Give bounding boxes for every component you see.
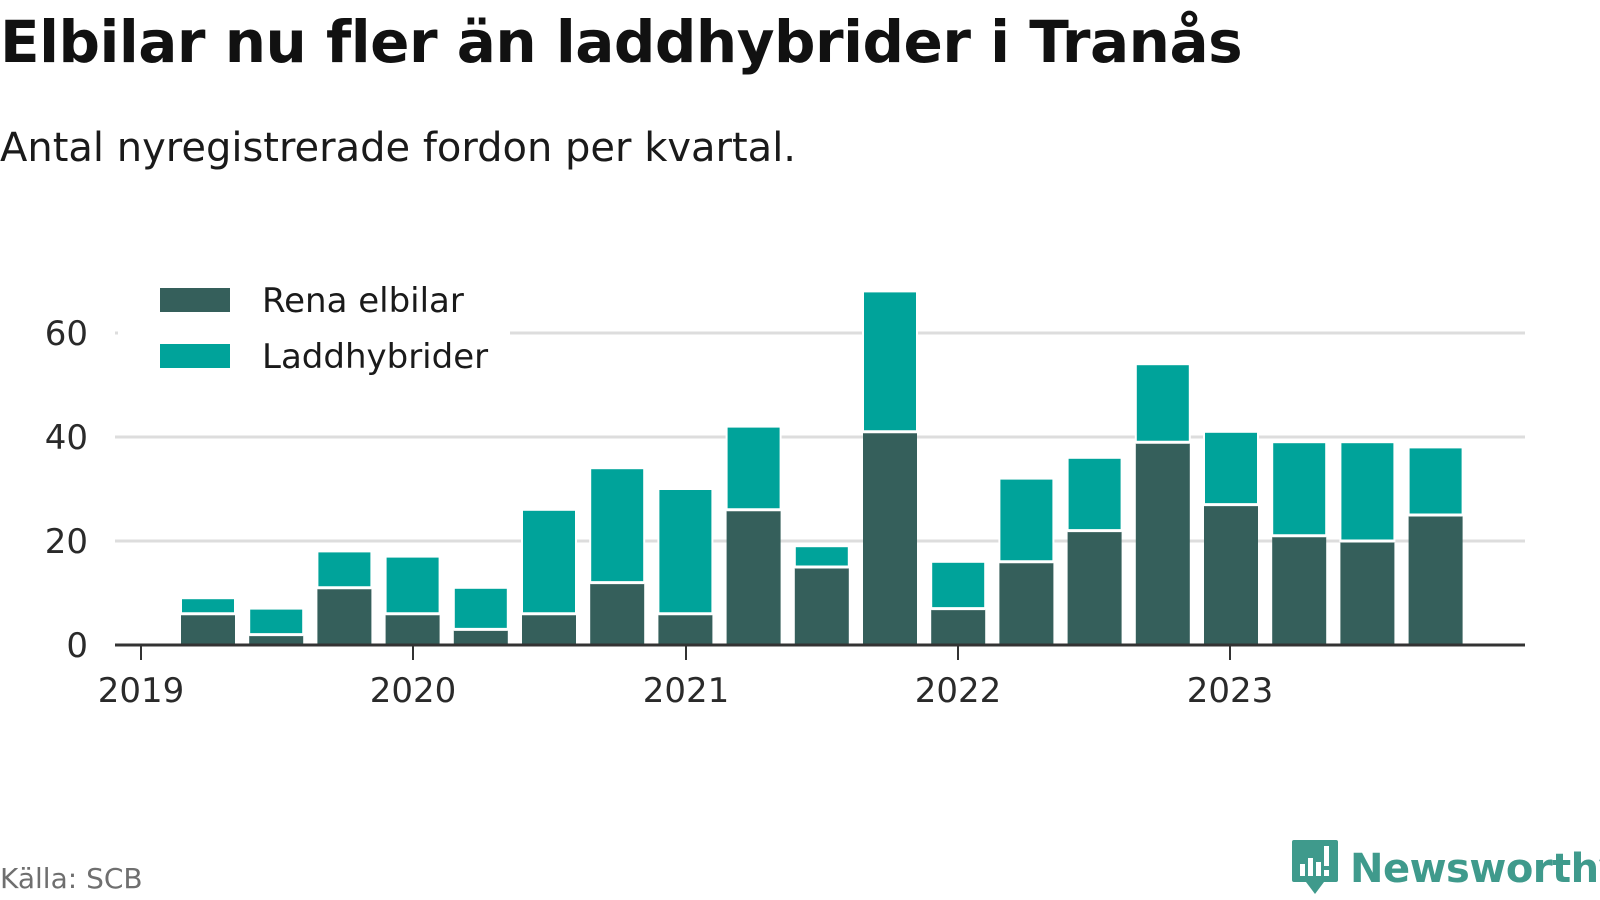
bar-laddhybrider <box>725 425 782 511</box>
bar-stack: 2022 Q4 <box>1134 363 1191 645</box>
bars: 2019 Q22019 Q32019 Q42020 Q12020 Q22020 … <box>180 290 1464 645</box>
bar-laddhybrider <box>1339 441 1396 543</box>
bar-laddhybrider <box>1066 456 1123 532</box>
y-tick-label: 0 <box>66 626 88 666</box>
bar-laddhybrider <box>316 550 373 589</box>
bar-stack: 2023 Q1 <box>1203 430 1259 645</box>
bar-laddhybrider <box>793 545 850 569</box>
bar-laddhybrider <box>998 477 1055 563</box>
bar-rena-elbilar <box>1135 442 1190 645</box>
bar-laddhybrider <box>1271 441 1328 537</box>
bar-rena-elbilar <box>999 561 1054 645</box>
bar-stack: 2020 Q3 <box>521 508 577 645</box>
bar-laddhybrider <box>1407 446 1464 516</box>
bar-rena-elbilar <box>590 582 645 645</box>
x-tick-label: 2019 <box>98 671 185 711</box>
bar-rena-elbilar <box>385 613 440 645</box>
bar-stack: 2019 Q3 <box>248 607 305 645</box>
legend: Rena elbilar Laddhybrider <box>118 268 510 388</box>
x-tick-label: 2021 <box>643 671 730 711</box>
legend-label-electric: Rena elbilar <box>262 281 464 321</box>
y-tick-label: 60 <box>45 314 88 354</box>
bar-stack: 2021 Q3 <box>793 545 850 645</box>
chart-subtitle: Antal nyregistrerade fordon per kvartal. <box>0 125 797 171</box>
bar-laddhybrider <box>657 488 714 615</box>
source-note: Källa: SCB <box>0 862 143 895</box>
legend-swatch-hybrid <box>160 344 230 368</box>
bar-laddhybrider <box>1134 363 1191 444</box>
bar-laddhybrider <box>1203 430 1259 506</box>
bar-stack: 2019 Q4 <box>316 550 373 645</box>
bar-stack: 2019 Q2 <box>180 597 236 645</box>
bar-rena-elbilar <box>658 613 713 645</box>
bar-stack: 2022 Q2 <box>998 477 1055 645</box>
bar-stack: 2022 Q3 <box>1066 456 1123 645</box>
bar-rena-elbilar <box>726 509 781 645</box>
bar-stack: 2023 Q4 <box>1407 446 1464 645</box>
bar-rena-elbilar <box>1340 541 1395 645</box>
bar-rena-elbilar <box>863 431 917 645</box>
bar-laddhybrider <box>521 508 577 615</box>
bar-laddhybrider <box>930 560 987 610</box>
bar-rena-elbilar <box>1408 515 1463 645</box>
bar-laddhybrider <box>589 467 646 584</box>
axes: 0 20 40 60 2019 2020 2021 2022 2023 <box>45 314 1525 711</box>
y-tick-label: 20 <box>45 522 88 562</box>
bar-stack: 2023 Q2 <box>1271 441 1328 645</box>
x-tick-label: 2022 <box>915 671 1002 711</box>
bar-rena-elbilar <box>317 587 372 645</box>
bar-rena-elbilar <box>931 608 986 645</box>
bar-laddhybrider <box>248 607 305 636</box>
brand-name: Newsworthy <box>1350 846 1600 892</box>
bar-stack: 2021 Q2 <box>725 425 782 645</box>
bar-stack: 2021 Q4 <box>862 290 918 645</box>
bar-stack: 2022 Q1 <box>930 560 987 645</box>
bar-laddhybrider <box>452 586 509 631</box>
legend-swatch-electric <box>160 288 230 312</box>
bar-rena-elbilar <box>1204 504 1258 645</box>
bar-rena-elbilar <box>1067 530 1122 645</box>
bar-rena-elbilar <box>1272 535 1327 645</box>
x-tick-label: 2023 <box>1187 671 1274 711</box>
bar-stack: 2020 Q1 <box>384 555 441 645</box>
bar-stack: 2020 Q2 <box>452 586 509 645</box>
bar-stack: 2021 Q1 <box>657 488 714 645</box>
bar-stack: 2023 Q3 <box>1339 441 1396 645</box>
brand-logo[interactable]: Newsworthy <box>1290 838 1600 900</box>
bar-laddhybrider <box>384 555 441 615</box>
y-tick-label: 40 <box>45 418 88 458</box>
bar-laddhybrider <box>180 597 236 615</box>
bar-laddhybrider <box>862 290 918 433</box>
bar-rena-elbilar <box>794 567 849 645</box>
chart-title: Elbilar nu fler än laddhybrider i Tranås <box>0 8 1243 76</box>
bar-rena-elbilar <box>249 634 304 645</box>
bar-rena-elbilar <box>181 613 235 645</box>
bar-stack: 2020 Q4 <box>589 467 646 645</box>
legend-label-hybrid: Laddhybrider <box>262 337 488 377</box>
bar-rena-elbilar <box>522 613 576 645</box>
x-tick-label: 2020 <box>370 671 457 711</box>
newsworthy-chat-chart-icon <box>1290 838 1340 900</box>
bar-rena-elbilar <box>453 629 508 645</box>
